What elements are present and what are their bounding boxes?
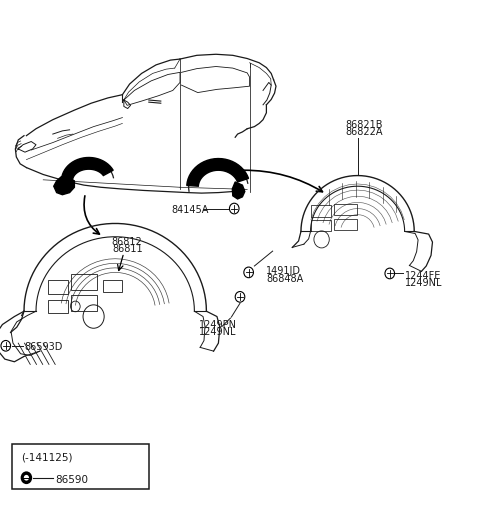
Bar [334,204,357,215]
Text: 86593D: 86593D [24,342,62,352]
Text: 1491JD: 1491JD [266,267,301,276]
Text: 86811: 86811 [112,244,143,254]
Text: (-141125): (-141125) [22,453,73,462]
Bar [311,205,331,217]
Bar [48,280,68,294]
Bar [48,300,68,313]
Text: 86590: 86590 [55,475,88,485]
Text: 86822A: 86822A [346,127,383,137]
Polygon shape [232,182,245,199]
Circle shape [24,475,29,480]
Bar [103,280,122,292]
Text: 1249PN: 1249PN [199,320,237,329]
Text: 1249NL: 1249NL [405,278,442,288]
Bar [12,444,149,489]
Circle shape [21,471,32,484]
Bar [71,295,97,311]
Bar [311,220,331,231]
Bar [71,274,97,290]
Text: 1249NL: 1249NL [199,327,237,337]
Text: 1244FE: 1244FE [405,271,441,280]
Polygon shape [187,159,249,186]
Polygon shape [61,157,113,180]
Bar [334,219,357,230]
Text: 86812: 86812 [112,237,143,247]
Polygon shape [54,177,74,195]
Text: 84145A: 84145A [172,205,209,214]
Text: 86821B: 86821B [346,120,383,130]
Text: 86848A: 86848A [266,274,304,284]
